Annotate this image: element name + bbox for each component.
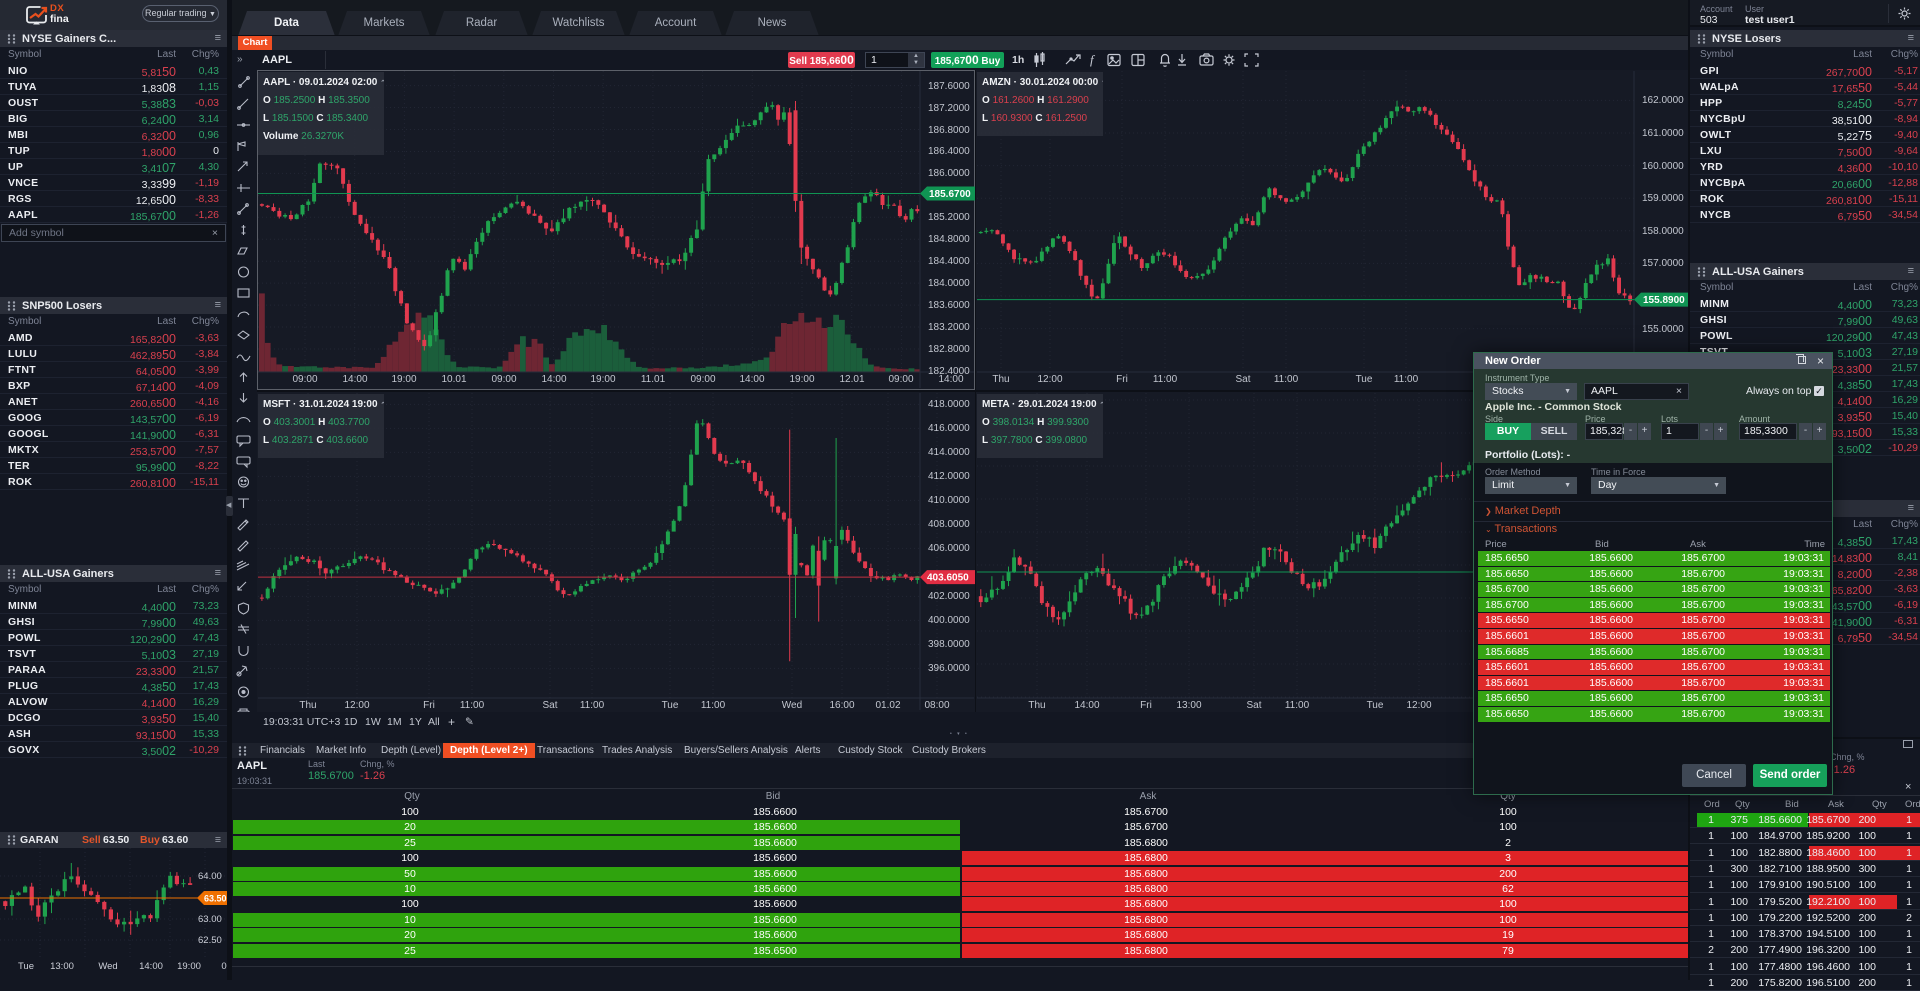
svg-text:64.00: 64.00: [198, 871, 222, 882]
svg-text:62.50: 62.50: [198, 935, 222, 946]
svg-text:14:00: 14:00: [139, 961, 163, 972]
svg-text:19:00: 19:00: [177, 961, 201, 972]
svg-text:Wed: Wed: [98, 961, 117, 972]
svg-text:155.8900: 155.8900: [1643, 295, 1685, 306]
svg-text:Tue: Tue: [18, 961, 34, 972]
svg-text:403.6050: 403.6050: [927, 573, 969, 584]
svg-text:f: f: [1090, 52, 1096, 67]
svg-text:63.00: 63.00: [198, 914, 222, 925]
svg-text:185.6700: 185.6700: [929, 189, 971, 200]
svg-text:0: 0: [221, 961, 226, 972]
svg-text:63.50: 63.50: [204, 894, 227, 904]
svg-text:13:00: 13:00: [50, 961, 74, 972]
